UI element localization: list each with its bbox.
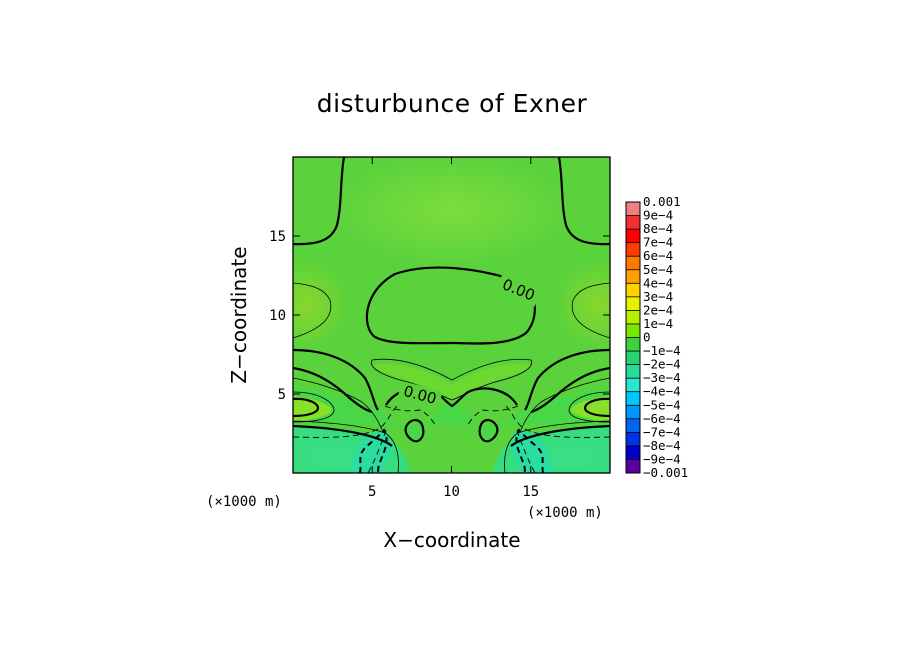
colorbar-label: 9e−4 (643, 208, 673, 223)
contour-center-ring (365, 266, 536, 345)
dashed-contour-right-thin (502, 403, 610, 438)
dashed-contours (293, 403, 610, 473)
middle-band (293, 388, 610, 445)
colorbar-swatch (626, 364, 640, 379)
chart-title: disturbunce of Exner (317, 89, 588, 118)
dashed-contour-inner-left (384, 405, 437, 427)
colorbar-swatch (626, 459, 640, 474)
colorbar-swatch (626, 242, 640, 257)
x-tick-label: 5 (368, 484, 376, 500)
dashed-contour-inner-right (466, 405, 519, 427)
colorbar-label: 5e−4 (643, 262, 673, 277)
colorbar-label: 3e−4 (643, 289, 673, 304)
colorbar-label: −4e−4 (643, 384, 681, 399)
colorbar-swatch (626, 351, 640, 365)
colorbar-swatch (626, 391, 640, 406)
colorbar-swatch (626, 445, 640, 460)
contour-label-mask-lower (397, 380, 443, 410)
colorbar-swatch (626, 378, 640, 392)
x-tick-label: 10 (443, 484, 460, 500)
colorbar-label: −7e−4 (643, 424, 681, 439)
thin-contour-lower-left (293, 377, 383, 431)
colorbar-label: 2e−4 (643, 302, 673, 317)
y-tick-label: 15 (269, 229, 286, 245)
colorbar-swatch (626, 323, 640, 338)
colorbar-label: −2e−4 (643, 357, 681, 372)
colorbar-label: 7e−4 (643, 235, 673, 250)
colorbar-swatch (626, 283, 640, 298)
upper-glow (332, 157, 572, 265)
y-tick-label: 5 (278, 387, 286, 403)
colorbar-swatch (626, 296, 640, 311)
contour-low-left (293, 366, 373, 414)
contour-mid-right (524, 348, 610, 411)
thin-contour-crest (370, 358, 533, 401)
colorbar-label: 8e−4 (643, 221, 673, 236)
contour-side-right (583, 397, 610, 418)
colorbar-swatch (626, 215, 640, 230)
colorbar-swatch (626, 256, 640, 271)
y-tick-label: 10 (269, 308, 286, 324)
thin-contour-right-cap (571, 282, 610, 339)
contour-mid-left (293, 348, 379, 411)
colorbar-swatch (626, 202, 640, 216)
y-ticks: 5 10 15 (269, 229, 610, 403)
colorbar-label: −9e−4 (643, 451, 681, 466)
colorbar-swatch (626, 405, 640, 420)
colorbar-swatch (626, 229, 640, 243)
colorbar-label: −8e−4 (643, 438, 681, 453)
colorbar-label: 6e−4 (643, 248, 673, 263)
thin-contour-left-cap (293, 282, 332, 339)
thin-contour-side-right (568, 391, 610, 423)
contour-side-left (293, 397, 320, 418)
x-unit-label: (×1000 m) (527, 505, 603, 521)
contour-lobe-left (404, 419, 425, 443)
contour-plot (293, 157, 610, 473)
contour-low-right (530, 366, 610, 414)
right-glow (556, 260, 610, 350)
contour-label-mask-upper (495, 270, 543, 308)
center-crest (372, 363, 532, 400)
contour-top-left (293, 157, 346, 246)
z-unit-label: (×1000 m) (206, 494, 282, 510)
colorbar-label: −3e−4 (643, 370, 681, 385)
contour-lobe-right (478, 419, 499, 443)
colorbar-swatch (626, 269, 640, 284)
contour-top-right (557, 157, 610, 246)
colorbar-label: 1e−4 (643, 316, 673, 331)
colorbar-swatch (626, 337, 640, 352)
dashed-contour-left-thick (359, 428, 388, 473)
x-tick-label: 15 (522, 484, 539, 500)
colorbar-label: 0.001 (643, 194, 681, 209)
thin-contour-lower-right (520, 377, 610, 431)
colorbar-label: 4e−4 (643, 275, 673, 290)
left-glow (293, 260, 348, 350)
colorbar-swatch (626, 418, 640, 433)
colorbar: 0.0019e−48e−47e−46e−45e−44e−43e−42e−41e−… (625, 194, 688, 480)
x-ticks: 5 10 15 (368, 157, 539, 500)
colorbar-label: −1e−4 (643, 343, 681, 358)
colorbar-label: −0.001 (643, 465, 688, 480)
colorbar-label: −5e−4 (643, 397, 681, 412)
dashed-contour-left-thin (293, 403, 401, 438)
dashed-contour-fan-right (516, 429, 536, 473)
colorbar-label: 0 (643, 330, 651, 345)
colorbar-swatch (626, 432, 640, 447)
dashed-contour-fan-left (367, 429, 387, 473)
dashed-contour-right-thick (515, 428, 544, 473)
colorbar-swatch (626, 310, 640, 325)
x-axis-label: X−coordinate (383, 528, 520, 552)
y-axis-label: Z−coordinate (227, 246, 251, 383)
colorbar-label: −6e−4 (643, 411, 681, 426)
thin-contour-side-left (293, 391, 335, 423)
